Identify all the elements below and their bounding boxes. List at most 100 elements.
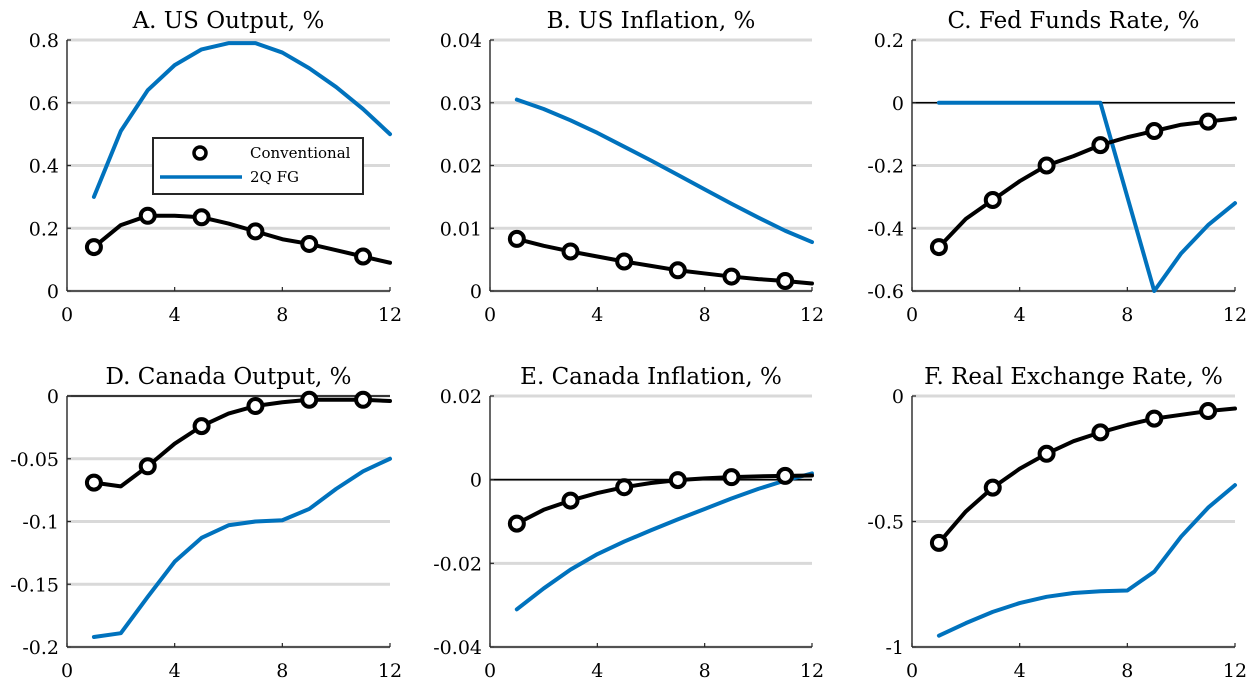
ytick-label-a-3: 0.6 bbox=[29, 93, 59, 115]
series-line-conventional-b bbox=[514, 236, 814, 286]
legend-marker-conventional bbox=[192, 145, 208, 161]
xtick-label-a-3: 12 bbox=[378, 304, 402, 326]
marker-conventional-a-5 bbox=[192, 208, 211, 227]
ytick-label-a-2: 0.4 bbox=[29, 156, 59, 178]
xtick-label-e-2: 8 bbox=[699, 660, 711, 682]
xtick-label-f-3: 12 bbox=[1223, 660, 1247, 682]
ytick-label-a-0: 0 bbox=[47, 281, 59, 303]
xtick-label-d-2: 8 bbox=[276, 660, 288, 682]
marker-conventional-b-1 bbox=[507, 229, 526, 248]
marker-conventional-b-7 bbox=[668, 261, 687, 280]
xtick-label-d-1: 4 bbox=[169, 660, 181, 682]
xtick-label-f-1: 4 bbox=[1014, 660, 1026, 682]
marker-conventional-a-9 bbox=[300, 234, 319, 253]
title-b: B. US Inflation, % bbox=[547, 8, 756, 34]
panel-f: -1 -0.5 0 0 4 8 12 F. Real Exchange Rate, % bbox=[867, 364, 1247, 682]
marker-conventional-d-7 bbox=[246, 397, 265, 416]
series-line-fg-b bbox=[514, 97, 814, 245]
series-line-fg-e bbox=[514, 471, 814, 612]
ytick-label-a-1: 0.2 bbox=[29, 218, 59, 240]
marker-conventional-b-5 bbox=[615, 252, 634, 271]
marker-conventional-f-3 bbox=[983, 478, 1002, 497]
marker-conventional-c-9 bbox=[1145, 121, 1164, 140]
legend-label-conventional: Conventional bbox=[250, 144, 351, 162]
title-c: C. Fed Funds Rate, % bbox=[947, 8, 1199, 34]
ytick-label-b-1: 0.01 bbox=[440, 218, 482, 240]
ytick-label-b-0: 0 bbox=[470, 281, 482, 303]
panel-c: -0.6 -0.4 -0.2 0 0.2 0 4 8 12 C. Fed Funds Rate, … bbox=[867, 8, 1247, 326]
ytick-label-b-2: 0.02 bbox=[440, 156, 482, 178]
marker-conventional-e-1 bbox=[507, 514, 526, 533]
marker-conventional-d-9 bbox=[300, 390, 319, 409]
series-line-conventional-d bbox=[91, 397, 392, 489]
legend-label-fg: 2Q FG bbox=[250, 168, 299, 186]
ytick-label-b-4: 0.04 bbox=[440, 30, 482, 52]
ytick-label-a-4: 0.8 bbox=[29, 30, 59, 52]
xtick-label-c-3: 12 bbox=[1223, 304, 1247, 326]
marker-conventional-f-11 bbox=[1199, 402, 1218, 421]
xtick-label-d-0: 0 bbox=[61, 660, 73, 682]
marker-conventional-e-9 bbox=[722, 468, 741, 487]
ytick-label-f-0: -1 bbox=[885, 637, 904, 659]
ytick-label-e-0: -0.04 bbox=[433, 637, 482, 659]
marker-conventional-a-11 bbox=[354, 247, 373, 266]
ytick-label-d-4: 0 bbox=[47, 386, 59, 408]
series-line-fg-d bbox=[91, 456, 392, 639]
marker-conventional-e-5 bbox=[615, 478, 634, 497]
xtick-label-b-1: 4 bbox=[591, 304, 603, 326]
marker-conventional-e-11 bbox=[776, 466, 795, 485]
marker-conventional-d-11 bbox=[354, 390, 373, 409]
marker-conventional-b-3 bbox=[561, 242, 580, 261]
marker-conventional-f-7 bbox=[1091, 423, 1110, 442]
ytick-label-c-4: 0.2 bbox=[874, 30, 904, 52]
series-line-fg-a bbox=[91, 41, 392, 199]
marker-conventional-d-3 bbox=[138, 457, 157, 476]
title-e: E. Canada Inflation, % bbox=[520, 364, 782, 390]
ytick-label-d-2: -0.1 bbox=[22, 512, 59, 534]
xtick-label-e-3: 12 bbox=[800, 660, 824, 682]
xtick-label-f-2: 8 bbox=[1121, 660, 1133, 682]
title-d: D. Canada Output, % bbox=[106, 364, 352, 390]
panel-d: -0.2 -0.15 -0.1 -0.05 0 0 4 8 12 D. Canada Output… bbox=[10, 364, 402, 682]
xtick-label-d-3: 12 bbox=[378, 660, 402, 682]
series-line-fg-f bbox=[936, 483, 1237, 638]
marker-conventional-f-1 bbox=[929, 533, 948, 552]
xtick-label-b-2: 8 bbox=[699, 304, 711, 326]
xtick-label-c-1: 4 bbox=[1014, 304, 1026, 326]
marker-conventional-f-5 bbox=[1037, 444, 1056, 463]
marker-conventional-b-9 bbox=[722, 267, 741, 286]
marker-conventional-d-1 bbox=[84, 473, 103, 492]
xtick-label-e-1: 4 bbox=[591, 660, 603, 682]
xtick-label-a-0: 0 bbox=[61, 304, 73, 326]
panel-b: 0 0.01 0.02 0.03 0.04 0 4 8 12 B. US Inflation, % bbox=[440, 8, 824, 326]
xtick-label-a-2: 8 bbox=[276, 304, 288, 326]
title-a: A. US Output, % bbox=[132, 8, 325, 34]
ytick-label-e-3: 0.02 bbox=[440, 386, 482, 408]
panel-a: 0 0.2 0.4 0.6 0.8 0 4 8 12 A. US Output, % bbox=[29, 8, 402, 326]
marker-conventional-a-1 bbox=[84, 238, 103, 257]
legend: Conventional 2Q FG bbox=[152, 137, 364, 195]
ytick-label-d-3: -0.05 bbox=[10, 449, 59, 471]
title-f: F. Real Exchange Rate, % bbox=[924, 364, 1223, 390]
marker-conventional-c-3 bbox=[983, 191, 1002, 210]
marker-conventional-e-7 bbox=[668, 471, 687, 490]
ytick-label-f-2: 0 bbox=[892, 386, 904, 408]
xtick-label-c-0: 0 bbox=[906, 304, 918, 326]
ytick-label-f-1: -0.5 bbox=[867, 512, 904, 534]
xtick-label-e-0: 0 bbox=[484, 660, 496, 682]
ytick-label-c-0: -0.6 bbox=[867, 281, 904, 303]
marker-conventional-c-1 bbox=[929, 238, 948, 257]
marker-conventional-c-7 bbox=[1091, 136, 1110, 155]
ytick-label-c-2: -0.2 bbox=[867, 156, 904, 178]
marker-conventional-f-9 bbox=[1145, 409, 1164, 428]
panel-e: -0.04 -0.02 0 0.02 0 4 8 12 E. Canada Inflation,… bbox=[433, 364, 824, 682]
marker-conventional-b-11 bbox=[776, 271, 795, 290]
ytick-label-c-1: -0.4 bbox=[867, 218, 904, 240]
marker-conventional-a-7 bbox=[246, 222, 265, 241]
marker-conventional-d-5 bbox=[192, 417, 211, 436]
ytick-label-d-1: -0.15 bbox=[10, 574, 59, 596]
marker-conventional-e-3 bbox=[561, 491, 580, 510]
legend-box bbox=[152, 137, 364, 195]
series-line-conventional-a bbox=[91, 213, 392, 265]
